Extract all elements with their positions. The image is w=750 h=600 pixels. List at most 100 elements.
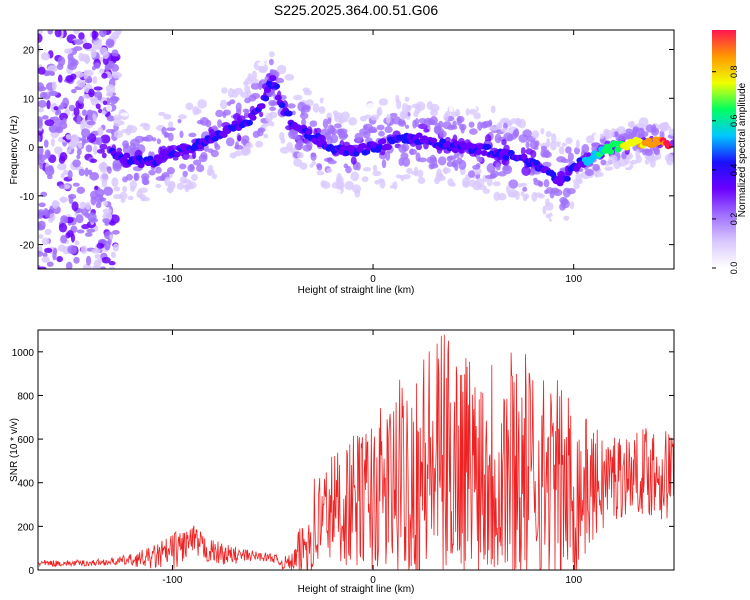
spectrogram-speckle bbox=[95, 202, 102, 209]
spectrogram-speckle bbox=[62, 184, 71, 190]
spectrogram-speckle bbox=[41, 256, 50, 263]
spectrogram-halo bbox=[208, 169, 213, 176]
spectrogram-speckle bbox=[89, 217, 99, 223]
spectrogram-halo bbox=[384, 126, 393, 134]
spectrogram-halo bbox=[158, 111, 166, 117]
spectrogram-halo bbox=[331, 181, 340, 189]
spectrogram-halo bbox=[112, 162, 122, 172]
colorbar-label: Normalized spectral amplitude bbox=[737, 82, 748, 217]
spectrogram-halo bbox=[630, 159, 638, 165]
spectrogram-halo bbox=[423, 117, 433, 126]
spectrogram-halo bbox=[138, 187, 149, 193]
spectrogram-halo bbox=[472, 164, 481, 170]
spectrogram-halo bbox=[188, 181, 197, 189]
spectrogram-halo bbox=[439, 175, 446, 181]
spectrogram-halo bbox=[417, 176, 426, 185]
spectrogram-halo bbox=[517, 112, 524, 119]
spectrogram-halo bbox=[229, 152, 237, 159]
spectrogram-speckle bbox=[52, 81, 57, 91]
spectrogram-halo bbox=[166, 186, 174, 193]
spectrogram-speckle bbox=[102, 51, 109, 60]
spectrogram-halo bbox=[418, 123, 428, 130]
spectrogram-halo bbox=[616, 126, 626, 135]
spectrogram-halo bbox=[245, 142, 253, 149]
spectrogram-halo bbox=[232, 89, 237, 94]
spectrogram-halo bbox=[551, 133, 557, 143]
spectrogram-halo bbox=[478, 105, 486, 111]
spectrogram-halo bbox=[316, 170, 325, 176]
spectrogram-halo bbox=[520, 182, 528, 187]
spectrogram-halo bbox=[446, 161, 454, 168]
figure-title: S225.2025.364.00.51.G06 bbox=[274, 2, 438, 18]
spectrogram-halo bbox=[257, 61, 265, 67]
spectrogram-halo bbox=[141, 173, 150, 181]
x-tick-label: 100 bbox=[565, 575, 582, 586]
spectrogram-halo bbox=[197, 99, 208, 109]
spectrogram-halo bbox=[644, 148, 653, 157]
spectrogram-ridge-cell bbox=[415, 132, 423, 139]
spectrogram-speckle bbox=[47, 65, 58, 73]
spectrogram-speckle bbox=[57, 162, 67, 171]
spectrogram-ridge-cell bbox=[563, 175, 571, 182]
spectrogram-speckle bbox=[99, 68, 105, 74]
spectrogram-speckle bbox=[48, 90, 59, 97]
spectrogram-halo bbox=[185, 102, 194, 111]
spectrogram-halo bbox=[333, 112, 344, 120]
spectrogram-halo bbox=[429, 108, 439, 117]
spectrogram-halo bbox=[113, 117, 123, 127]
spectrogram-halo bbox=[310, 152, 317, 161]
spectrogram-halo bbox=[549, 190, 555, 199]
spectrogram-speckle bbox=[74, 240, 80, 246]
spectrogram-speckle bbox=[98, 108, 103, 114]
spectrogram-halo bbox=[211, 173, 218, 180]
spectrogram-halo bbox=[638, 128, 645, 136]
spectrogram-halo bbox=[473, 112, 481, 120]
spectrogram-speckle bbox=[111, 177, 119, 187]
spectrogram-halo bbox=[321, 181, 331, 189]
spectrogram-speckle bbox=[64, 48, 73, 55]
spectrogram-halo bbox=[623, 158, 630, 165]
spectrogram-speckle bbox=[57, 74, 63, 83]
spectrogram-speckle bbox=[67, 230, 74, 238]
spectrogram-halo bbox=[350, 156, 357, 165]
spectrogram-halo bbox=[401, 102, 409, 113]
spectrogram-halo bbox=[442, 121, 452, 130]
spectrogram-speckle bbox=[55, 109, 62, 115]
y-tick-label: 20 bbox=[23, 46, 35, 57]
spectrogram-halo bbox=[241, 135, 250, 143]
spectrogram-speckle bbox=[67, 245, 78, 255]
spectrogram-halo bbox=[522, 193, 528, 202]
colorbar-ticks: 0.0 0.2 0.4 0.6 0.8 bbox=[712, 65, 739, 274]
snr-series-line bbox=[37, 334, 674, 571]
colorbar-tick-label: 0.8 bbox=[729, 65, 739, 78]
spectrogram-ridge-cell bbox=[278, 102, 286, 109]
spectrogram-halo bbox=[495, 162, 501, 171]
spectrogram-halo bbox=[604, 166, 613, 171]
spectrogram-halo bbox=[350, 171, 360, 182]
spectrogram-speckle bbox=[53, 106, 59, 111]
spectrogram-speckle bbox=[108, 220, 116, 226]
spectrogram-speckle bbox=[44, 228, 52, 236]
spectrogram-speckle bbox=[38, 146, 44, 156]
spectrogram-halo bbox=[508, 188, 518, 198]
spectrogram-halo bbox=[472, 181, 482, 191]
spectrogram-halo bbox=[405, 124, 410, 129]
spectrogram-speckle bbox=[101, 256, 111, 264]
spectrogram-speckle bbox=[85, 201, 91, 210]
spectrogram-halo bbox=[469, 108, 477, 115]
spectrogram-halo bbox=[276, 64, 287, 75]
spectrogram-speckle bbox=[102, 57, 109, 66]
spectrogram-halo bbox=[468, 121, 475, 128]
spectrogram-halo bbox=[651, 124, 657, 134]
spectrogram-speckle bbox=[99, 30, 107, 38]
spectrogram-speckle bbox=[73, 256, 80, 264]
spectrogram-halo bbox=[309, 163, 314, 168]
spectrogram-speckle bbox=[105, 84, 116, 95]
spectrogram-halo bbox=[560, 158, 571, 163]
spectrogram-halo bbox=[664, 153, 674, 162]
spectrogram-halo bbox=[424, 176, 431, 181]
spectrogram-speckle bbox=[63, 169, 69, 176]
spectrogram-halo bbox=[274, 54, 284, 60]
spectrogram-halo bbox=[178, 104, 188, 115]
